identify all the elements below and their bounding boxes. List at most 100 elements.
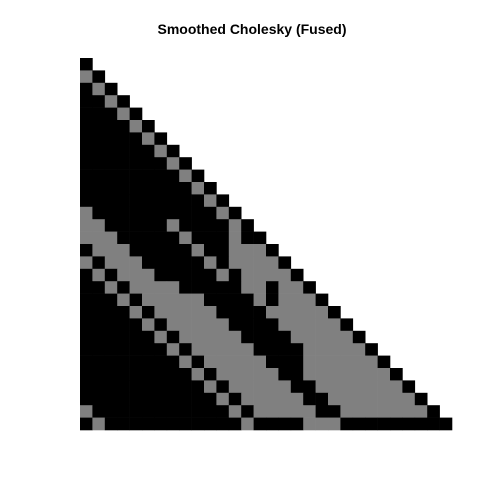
- heatmap-cell: [328, 380, 341, 393]
- heatmap-cell: [142, 182, 155, 195]
- heatmap-cell: [266, 418, 279, 431]
- heatmap-cell: [105, 405, 118, 418]
- heatmap-cell: [167, 244, 180, 257]
- heatmap-cell: [378, 356, 391, 369]
- heatmap-cell: [353, 405, 366, 418]
- heatmap-cell: [192, 281, 205, 294]
- heatmap-cell: [254, 318, 267, 331]
- heatmap-cell: [130, 368, 143, 381]
- heatmap-cell: [142, 418, 155, 431]
- heatmap-cell: [105, 294, 118, 307]
- heatmap-cell: [266, 405, 279, 418]
- heatmap-cell: [303, 343, 316, 356]
- heatmap-cell: [142, 219, 155, 232]
- heatmap-cell: [154, 219, 167, 232]
- heatmap-cell: [340, 418, 353, 431]
- heatmap-cell: [117, 306, 130, 319]
- heatmap-cell: [303, 380, 316, 393]
- heatmap-cell: [167, 356, 180, 369]
- heatmap-cell: [216, 281, 229, 294]
- heatmap-cell: [241, 368, 254, 381]
- heatmap-cell: [415, 405, 428, 418]
- heatmap-cell: [229, 281, 242, 294]
- heatmap-cell: [266, 269, 279, 282]
- heatmap-cell: [303, 306, 316, 319]
- heatmap-cell: [340, 368, 353, 381]
- heatmap-cell: [80, 244, 93, 257]
- heatmap-cell: [402, 380, 415, 393]
- heatmap-cell: [92, 368, 105, 381]
- heatmap-cell: [142, 405, 155, 418]
- heatmap-cell: [328, 393, 341, 406]
- heatmap-cell: [117, 182, 130, 195]
- heatmap-cell: [229, 356, 242, 369]
- heatmap-cell: [390, 380, 403, 393]
- heatmap-cell: [254, 343, 267, 356]
- heatmap-cell: [365, 405, 378, 418]
- heatmap-cell: [291, 356, 304, 369]
- heatmap-cell: [142, 368, 155, 381]
- heatmap-cell: [130, 194, 143, 207]
- heatmap-cell: [192, 182, 205, 195]
- heatmap-cell: [340, 331, 353, 344]
- heatmap-cell: [241, 244, 254, 257]
- heatmap-cell: [154, 331, 167, 344]
- heatmap-cell: [117, 256, 130, 269]
- heatmap-cell: [130, 331, 143, 344]
- heatmap-cell: [440, 418, 453, 431]
- heatmap-cell: [154, 343, 167, 356]
- heatmap-cell: [378, 368, 391, 381]
- heatmap-cell: [278, 405, 291, 418]
- heatmap-cell: [278, 318, 291, 331]
- heatmap-cell: [402, 393, 415, 406]
- heatmap-cell: [130, 108, 143, 121]
- heatmap-cell: [92, 256, 105, 269]
- heatmap-cell: [229, 207, 242, 220]
- heatmap-cell: [154, 318, 167, 331]
- heatmap-cell: [105, 256, 118, 269]
- heatmap-cell: [92, 306, 105, 319]
- heatmap-cell: [130, 318, 143, 331]
- heatmap-cell: [117, 331, 130, 344]
- heatmap-cell: [105, 306, 118, 319]
- heatmap-cell: [353, 356, 366, 369]
- heatmap-cell: [378, 418, 391, 431]
- heatmap-cell: [105, 269, 118, 282]
- heatmap-cell: [80, 194, 93, 207]
- heatmap-cell: [130, 157, 143, 170]
- heatmap-cell: [365, 380, 378, 393]
- heatmap-cell: [254, 256, 267, 269]
- heatmap-cell: [105, 132, 118, 145]
- heatmap-cell: [254, 368, 267, 381]
- heatmap-cell: [316, 418, 329, 431]
- heatmap-cell: [179, 294, 192, 307]
- heatmap-cell: [192, 269, 205, 282]
- heatmap-cell: [130, 132, 143, 145]
- heatmap-cell: [278, 356, 291, 369]
- heatmap-cell: [291, 281, 304, 294]
- heatmap-cell: [92, 318, 105, 331]
- heatmap-cell: [241, 405, 254, 418]
- heatmap-cell: [216, 331, 229, 344]
- heatmap-cell: [204, 219, 217, 232]
- heatmap-cell: [154, 405, 167, 418]
- heatmap-cell: [105, 281, 118, 294]
- heatmap-cell: [192, 306, 205, 319]
- heatmap-cell: [80, 331, 93, 344]
- heatmap-cell: [142, 294, 155, 307]
- heatmap-cell: [328, 306, 341, 319]
- heatmap-cell: [204, 281, 217, 294]
- heatmap-cell: [117, 120, 130, 133]
- heatmap-cell: [229, 294, 242, 307]
- heatmap-cell: [204, 393, 217, 406]
- heatmap-cell: [340, 380, 353, 393]
- heatmap-cell: [229, 418, 242, 431]
- heatmap-cell: [167, 219, 180, 232]
- heatmap-cell: [229, 343, 242, 356]
- heatmap-cell: [179, 207, 192, 220]
- heatmap-cell: [142, 306, 155, 319]
- heatmap-cell: [328, 405, 341, 418]
- heatmap-cell: [80, 343, 93, 356]
- heatmap-cell: [365, 368, 378, 381]
